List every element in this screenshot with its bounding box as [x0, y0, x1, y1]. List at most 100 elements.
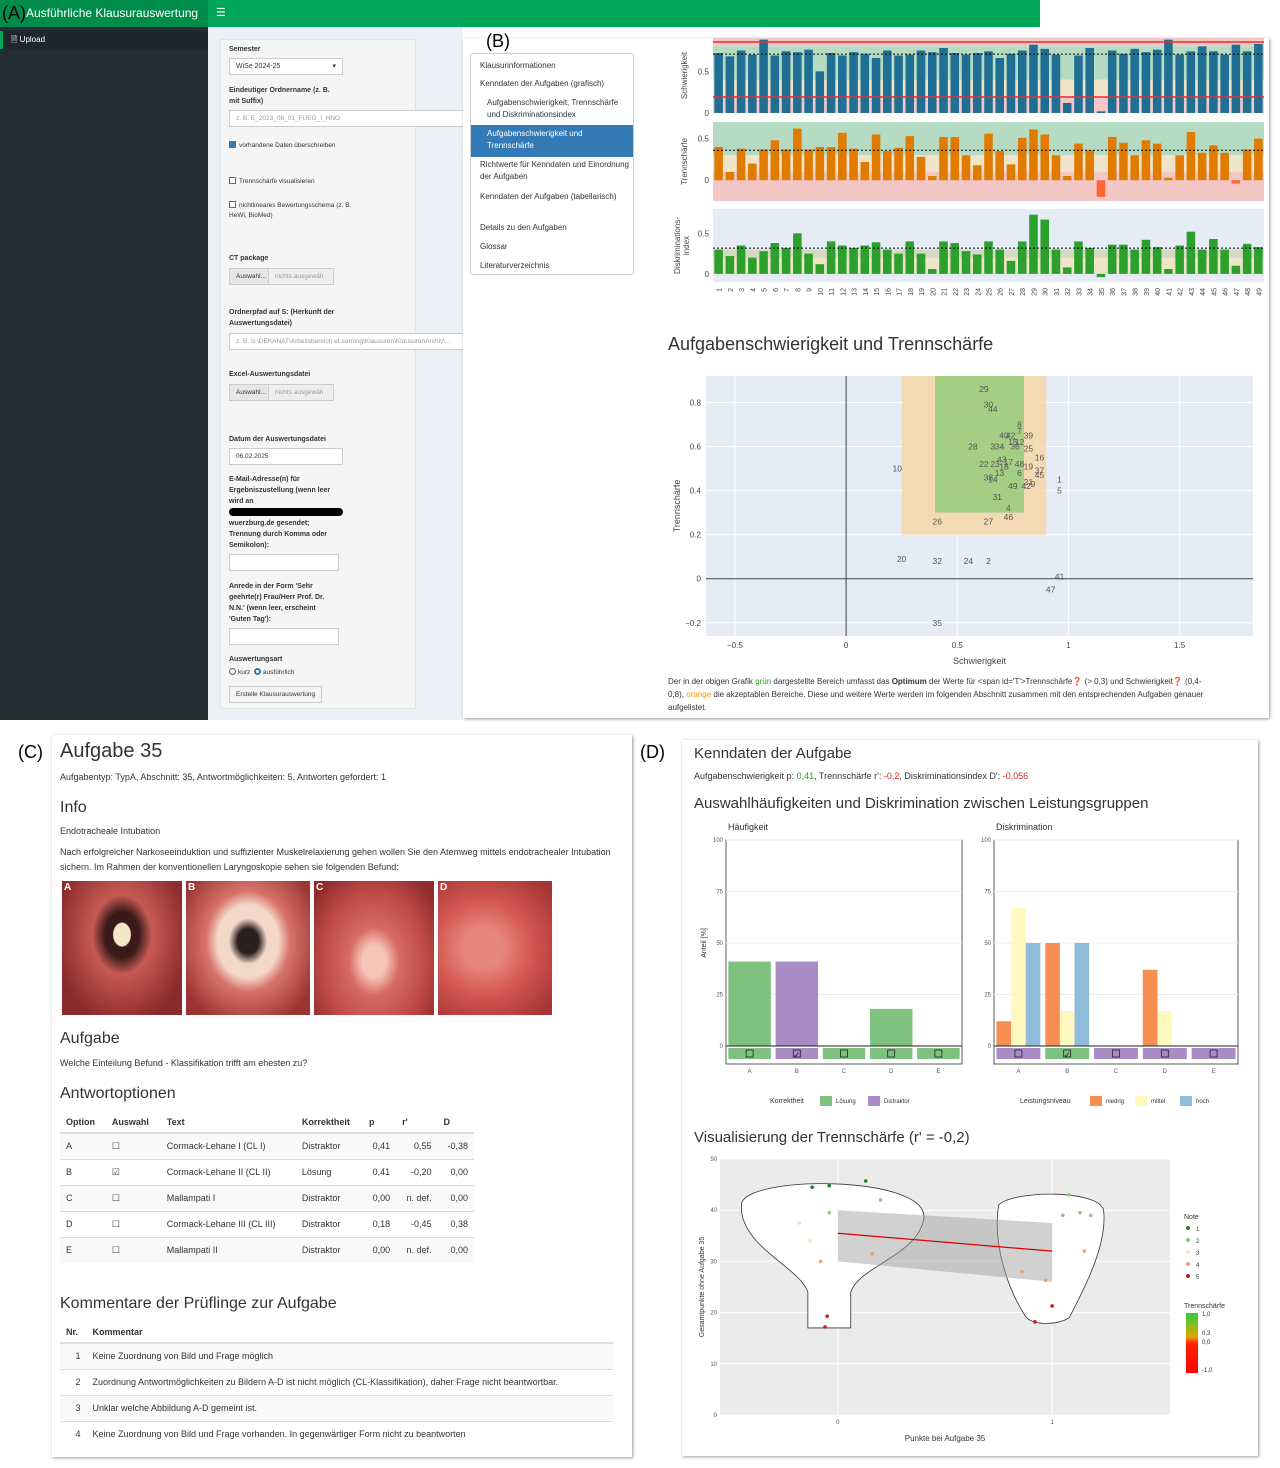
bar-Schwierigkeit-39: [1141, 52, 1151, 113]
bar-Schwierigkeit-37: [1119, 53, 1128, 113]
bar-Diskriminationsindex-45: [1209, 239, 1218, 274]
y-tick-label: 50: [984, 941, 991, 947]
radio-short[interactable]: [229, 668, 236, 675]
overwrite-checkbox[interactable]: vorhandene Daten überschreiben: [229, 141, 359, 151]
point-label: 27: [984, 516, 994, 526]
semester-select[interactable]: WiSe 2024-25 ▾: [229, 58, 343, 75]
panel-d: Kenndaten der Aufgabe Aufgabenschwierigk…: [682, 740, 1258, 1456]
path-input[interactable]: z. B. S:\DEKANAT\Arbeitsbereich eLearnin…: [229, 333, 479, 350]
radio-long[interactable]: [253, 668, 261, 675]
visualize-checkbox[interactable]: Trennschärfe visualisieren: [229, 177, 359, 187]
point-label: 6: [1017, 468, 1022, 478]
y-axis-label: Trennschärfe: [672, 480, 682, 533]
optimum-area: [935, 376, 1024, 513]
sidebar-item-label: Upload: [19, 35, 46, 44]
toc-item[interactable]: Aufgabenschwierigkeit, Trennschärfe und …: [487, 98, 619, 119]
salutation-input[interactable]: [229, 628, 339, 645]
y-tick-label: 10: [710, 1362, 717, 1368]
legend-title: Leistungsniveau: [1020, 1098, 1071, 1105]
caption-orange: orange: [686, 690, 712, 699]
x-axis-label: Schwierigkeit: [953, 656, 1007, 666]
caption-optimum: Optimum: [891, 677, 927, 686]
bar-mittel-D: [1157, 1010, 1173, 1046]
groups-heading: Auswahlhäufigkeiten und Diskrimination z…: [694, 795, 1149, 812]
laryngoscopy-image-D: D: [438, 881, 552, 1015]
x-tick-label: 9: [807, 288, 814, 292]
email-input[interactable]: [229, 554, 339, 571]
table-row: 4 Keine Zuordnung von Bild und Frage vorh…: [60, 1420, 613, 1447]
hamburger-icon[interactable]: ☰: [216, 7, 226, 19]
x-tick-label: 16: [885, 288, 892, 296]
x-tick-label: 19: [919, 288, 926, 296]
data-point: [878, 1198, 883, 1202]
y-tick-label: 0: [705, 270, 710, 279]
info-icon[interactable]: ❓: [1072, 677, 1083, 686]
toc-item[interactable]: Aufgabenschwierigkeit und Trennschärfe: [471, 125, 633, 157]
x-tick-label: 32: [1065, 288, 1072, 296]
toc-item[interactable]: Details zu den Aufgaben: [480, 223, 567, 232]
bar-Trennschärfe-19: [916, 156, 926, 181]
bar-Schwierigkeit-49: [1254, 43, 1263, 114]
legend-title: Trennschärfe: [1184, 1303, 1225, 1310]
point-label: 29: [979, 384, 989, 394]
overwrite-label: vorhandene Daten überschreiben: [239, 142, 336, 149]
x-tick-label: 27: [1009, 288, 1016, 296]
date-input[interactable]: 06.02.2025: [229, 448, 343, 465]
y-tick-label: 100: [981, 838, 992, 844]
data-point: [825, 1314, 829, 1318]
table-cell: C: [60, 1184, 106, 1211]
toc-item[interactable]: Klausurinformationen: [480, 61, 556, 70]
toc-item[interactable]: Richtwerte für Kenndaten und Einordnung …: [480, 160, 629, 181]
bar-Trennschärfe-27: [1006, 164, 1016, 181]
excel-browse-button[interactable]: Auswahl...: [229, 384, 273, 401]
options-heading: Antwortoptionen: [60, 1085, 176, 1102]
x-tick-label: A: [1016, 1069, 1020, 1075]
y-tick-label: 30: [710, 1259, 717, 1265]
bar-Trennschärfe-15: [871, 134, 881, 181]
semester-label: Semester: [229, 46, 261, 53]
caption-text: der Werte für <span id='T'>Trennschärfe: [926, 677, 1073, 686]
submit-button[interactable]: Erstelle Klausurauswertung: [229, 686, 323, 703]
nonlinear-checkbox[interactable]: nichtlineares Bewertungsschema (z. B. He…: [229, 201, 359, 221]
bar-Trennschärfe-4: [748, 163, 757, 181]
toc-item[interactable]: Literaturverzeichnis: [480, 261, 550, 270]
toc-item[interactable]: Kenndaten der Aufgaben (tabellarisch): [480, 192, 617, 201]
bar-Trennschärfe-36: [1107, 136, 1117, 181]
info-icon[interactable]: ❓: [1172, 677, 1183, 686]
table-cell: 0,00: [437, 1236, 474, 1263]
bar-Diskriminationsindex-40: [1152, 247, 1162, 274]
table-cell: Cormack-Lehane III (CL III): [160, 1210, 296, 1237]
correctness-strip: [917, 1048, 960, 1059]
x-tick-label: E: [1212, 1069, 1216, 1075]
bar-Diskriminationsindex-49: [1254, 247, 1263, 274]
bar-Diskriminationsindex-32: [1062, 267, 1072, 274]
toc-item[interactable]: Glossar: [480, 242, 508, 251]
bar-Schwierigkeit-16: [883, 50, 892, 113]
y-tick-label: 0: [720, 1044, 724, 1050]
legend-colorbar: [1186, 1313, 1198, 1373]
toc-item[interactable]: Kenndaten der Aufgaben (grafisch): [480, 79, 605, 88]
ct-browse-button[interactable]: Auswahl...: [229, 268, 273, 285]
table-cell: Keine Zuordnung von Bild und Frage vorha…: [86, 1420, 613, 1447]
folder-input[interactable]: z. B. E_2023_08_01_FUEG_I_HNO: [229, 110, 479, 127]
point-label: 34: [995, 442, 1005, 452]
bar-Diskriminationsindex-14: [860, 245, 870, 274]
bar-Trennschärfe-22: [950, 136, 960, 181]
violin-0: [741, 1183, 925, 1329]
panel-label-b: (B): [486, 31, 510, 51]
x-tick-label: 12: [840, 288, 847, 296]
check-icon: ✓: [1063, 1050, 1071, 1060]
bar-niedrig-D: [1142, 969, 1158, 1046]
point-label: 28: [968, 442, 978, 452]
bar-Diskriminationsindex-26: [995, 249, 1005, 274]
bar-Trennschärfe-32: [1062, 176, 1072, 181]
legend-label: 5: [1196, 1275, 1200, 1281]
table-cell: -0,45: [396, 1210, 438, 1237]
data-point: [1050, 1304, 1054, 1308]
bar-Schwierigkeit-32: [1062, 103, 1072, 113]
checkbox-checked-icon: [229, 141, 236, 148]
sidebar-item-upload[interactable]: 🗎 Upload: [0, 31, 208, 49]
y-tick-label: 0.5: [698, 67, 710, 76]
info-text: Nach erfolgreicher Narkoseeinduktion und…: [60, 847, 611, 872]
point-label: 12: [1015, 437, 1025, 447]
